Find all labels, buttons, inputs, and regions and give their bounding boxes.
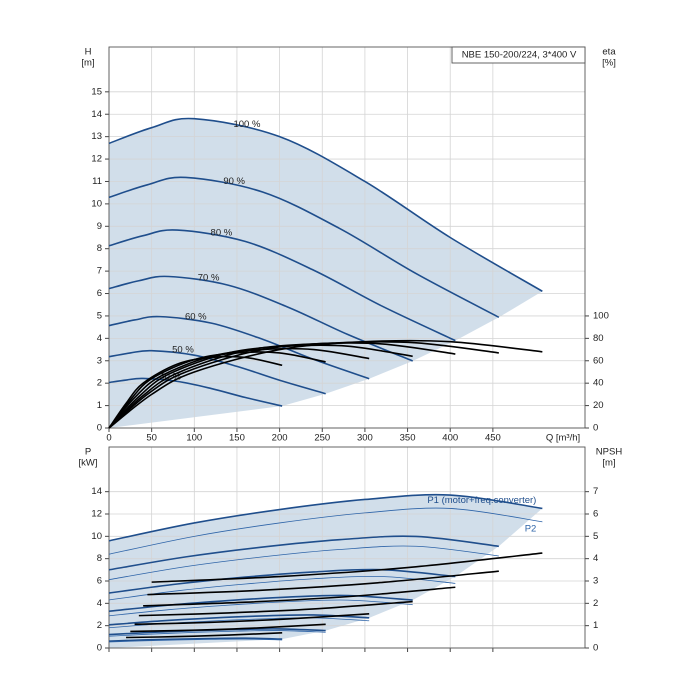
y-tick-label: 12 bbox=[91, 509, 102, 520]
y-tick-label: 7 bbox=[97, 266, 102, 277]
y-axis-unit: [kW] bbox=[79, 458, 98, 469]
plot-frame bbox=[108, 46, 586, 429]
x-tick-label: 300 bbox=[357, 433, 373, 444]
curve bbox=[108, 535, 499, 571]
efficiency-curve bbox=[108, 355, 283, 429]
curve-label: 100 % bbox=[233, 119, 260, 130]
x-tick-label: 150 bbox=[229, 433, 245, 444]
y2-tick-label: 1 bbox=[593, 620, 598, 631]
plot-frame bbox=[108, 446, 586, 649]
efficiency-curve bbox=[134, 613, 370, 626]
curve bbox=[108, 599, 413, 617]
y2-tick-label: 60 bbox=[593, 355, 604, 366]
y-tick-label: 3 bbox=[97, 355, 102, 366]
curve bbox=[108, 614, 370, 626]
x-tick-label: 400 bbox=[442, 433, 458, 444]
y-tick-label: 2 bbox=[97, 378, 102, 389]
y-tick-label: 10 bbox=[91, 531, 102, 542]
efficiency-curve bbox=[130, 623, 326, 633]
curve-label: 70 % bbox=[198, 272, 220, 283]
y-tick-label: 12 bbox=[91, 154, 102, 165]
curve-label: 80 % bbox=[211, 227, 233, 238]
x-tick-label: 50 bbox=[146, 433, 157, 444]
y2-tick-label: 80 bbox=[593, 333, 604, 344]
y-tick-label: 8 bbox=[97, 243, 102, 254]
y-tick-label: 14 bbox=[91, 109, 102, 120]
y-tick-label: 11 bbox=[92, 176, 102, 187]
y-tick-label: 8 bbox=[97, 553, 102, 564]
y-tick-label: 6 bbox=[97, 288, 102, 299]
y-axis-label: H bbox=[85, 47, 92, 58]
y2-tick-label: 20 bbox=[593, 400, 604, 411]
y-tick-label: 2 bbox=[97, 620, 102, 631]
x-tick-label: 100 bbox=[186, 433, 202, 444]
y2-tick-label: 40 bbox=[593, 378, 604, 389]
curve bbox=[108, 275, 413, 362]
curve bbox=[108, 176, 500, 318]
title-box bbox=[451, 46, 586, 64]
y-tick-label: 1 bbox=[97, 400, 102, 411]
y-axis-unit: [m] bbox=[81, 58, 94, 69]
curve-label: 90 % bbox=[223, 176, 245, 187]
curve bbox=[108, 637, 283, 642]
y2-tick-label: 3 bbox=[593, 576, 598, 587]
x-axis-label: Q [m³/h] bbox=[546, 433, 580, 444]
efficiency-curve bbox=[151, 552, 543, 583]
y2-axis-label: NPSH bbox=[596, 447, 623, 458]
y2-tick-label: 2 bbox=[593, 598, 598, 609]
curve bbox=[108, 493, 543, 542]
curve bbox=[108, 575, 456, 601]
y-tick-label: 10 bbox=[91, 198, 102, 209]
y2-axis-label: eta bbox=[602, 47, 616, 58]
x-tick-label: 200 bbox=[272, 433, 288, 444]
y-tick-label: 9 bbox=[97, 221, 102, 232]
y-tick-label: 0 bbox=[97, 423, 102, 434]
y-tick-label: 14 bbox=[91, 486, 102, 497]
y2-tick-label: 0 bbox=[593, 643, 598, 654]
curve-label: P2 bbox=[525, 523, 537, 534]
y2-tick-label: 0 bbox=[593, 423, 598, 434]
y-tick-label: 5 bbox=[97, 310, 102, 321]
curve-label: 50 % bbox=[172, 344, 194, 355]
y-tick-label: 6 bbox=[97, 576, 102, 587]
y-tick-label: 4 bbox=[97, 333, 102, 344]
y2-tick-label: 100 bbox=[593, 310, 609, 321]
curve bbox=[108, 507, 543, 555]
curve bbox=[108, 117, 543, 292]
x-tick-label: 0 bbox=[106, 433, 111, 444]
y-tick-label: 13 bbox=[91, 131, 102, 142]
curve bbox=[108, 545, 499, 581]
y2-tick-label: 7 bbox=[593, 486, 598, 497]
curve bbox=[108, 349, 326, 395]
y2-tick-label: 5 bbox=[593, 531, 598, 542]
curve bbox=[108, 568, 456, 594]
x-tick-label: 450 bbox=[485, 433, 501, 444]
y-tick-label: 0 bbox=[97, 643, 102, 654]
x-tick-label: 250 bbox=[314, 433, 330, 444]
efficiency-curve bbox=[147, 570, 499, 596]
y2-tick-label: 4 bbox=[593, 553, 598, 564]
y2-axis-unit: [%] bbox=[602, 58, 616, 69]
curve bbox=[108, 229, 456, 342]
chart-title: NBE 150-200/224, 3*400 V bbox=[462, 50, 577, 61]
curve bbox=[108, 630, 326, 637]
y-tick-label: 15 bbox=[91, 86, 102, 97]
x-tick-label: 350 bbox=[400, 433, 416, 444]
y2-tick-label: 6 bbox=[593, 509, 598, 520]
efficiency-curve bbox=[126, 632, 283, 639]
y2-axis-unit: [m] bbox=[602, 458, 615, 469]
curve-label: P1 (motor+freq.converter) bbox=[427, 495, 536, 506]
curve-label: 60 % bbox=[185, 311, 207, 322]
y-tick-label: 4 bbox=[97, 598, 102, 609]
efficiency-curve bbox=[138, 600, 413, 617]
efficiency-curve bbox=[143, 586, 456, 607]
curve bbox=[108, 377, 283, 407]
curve bbox=[108, 638, 283, 643]
y-axis-label: P bbox=[85, 447, 91, 458]
